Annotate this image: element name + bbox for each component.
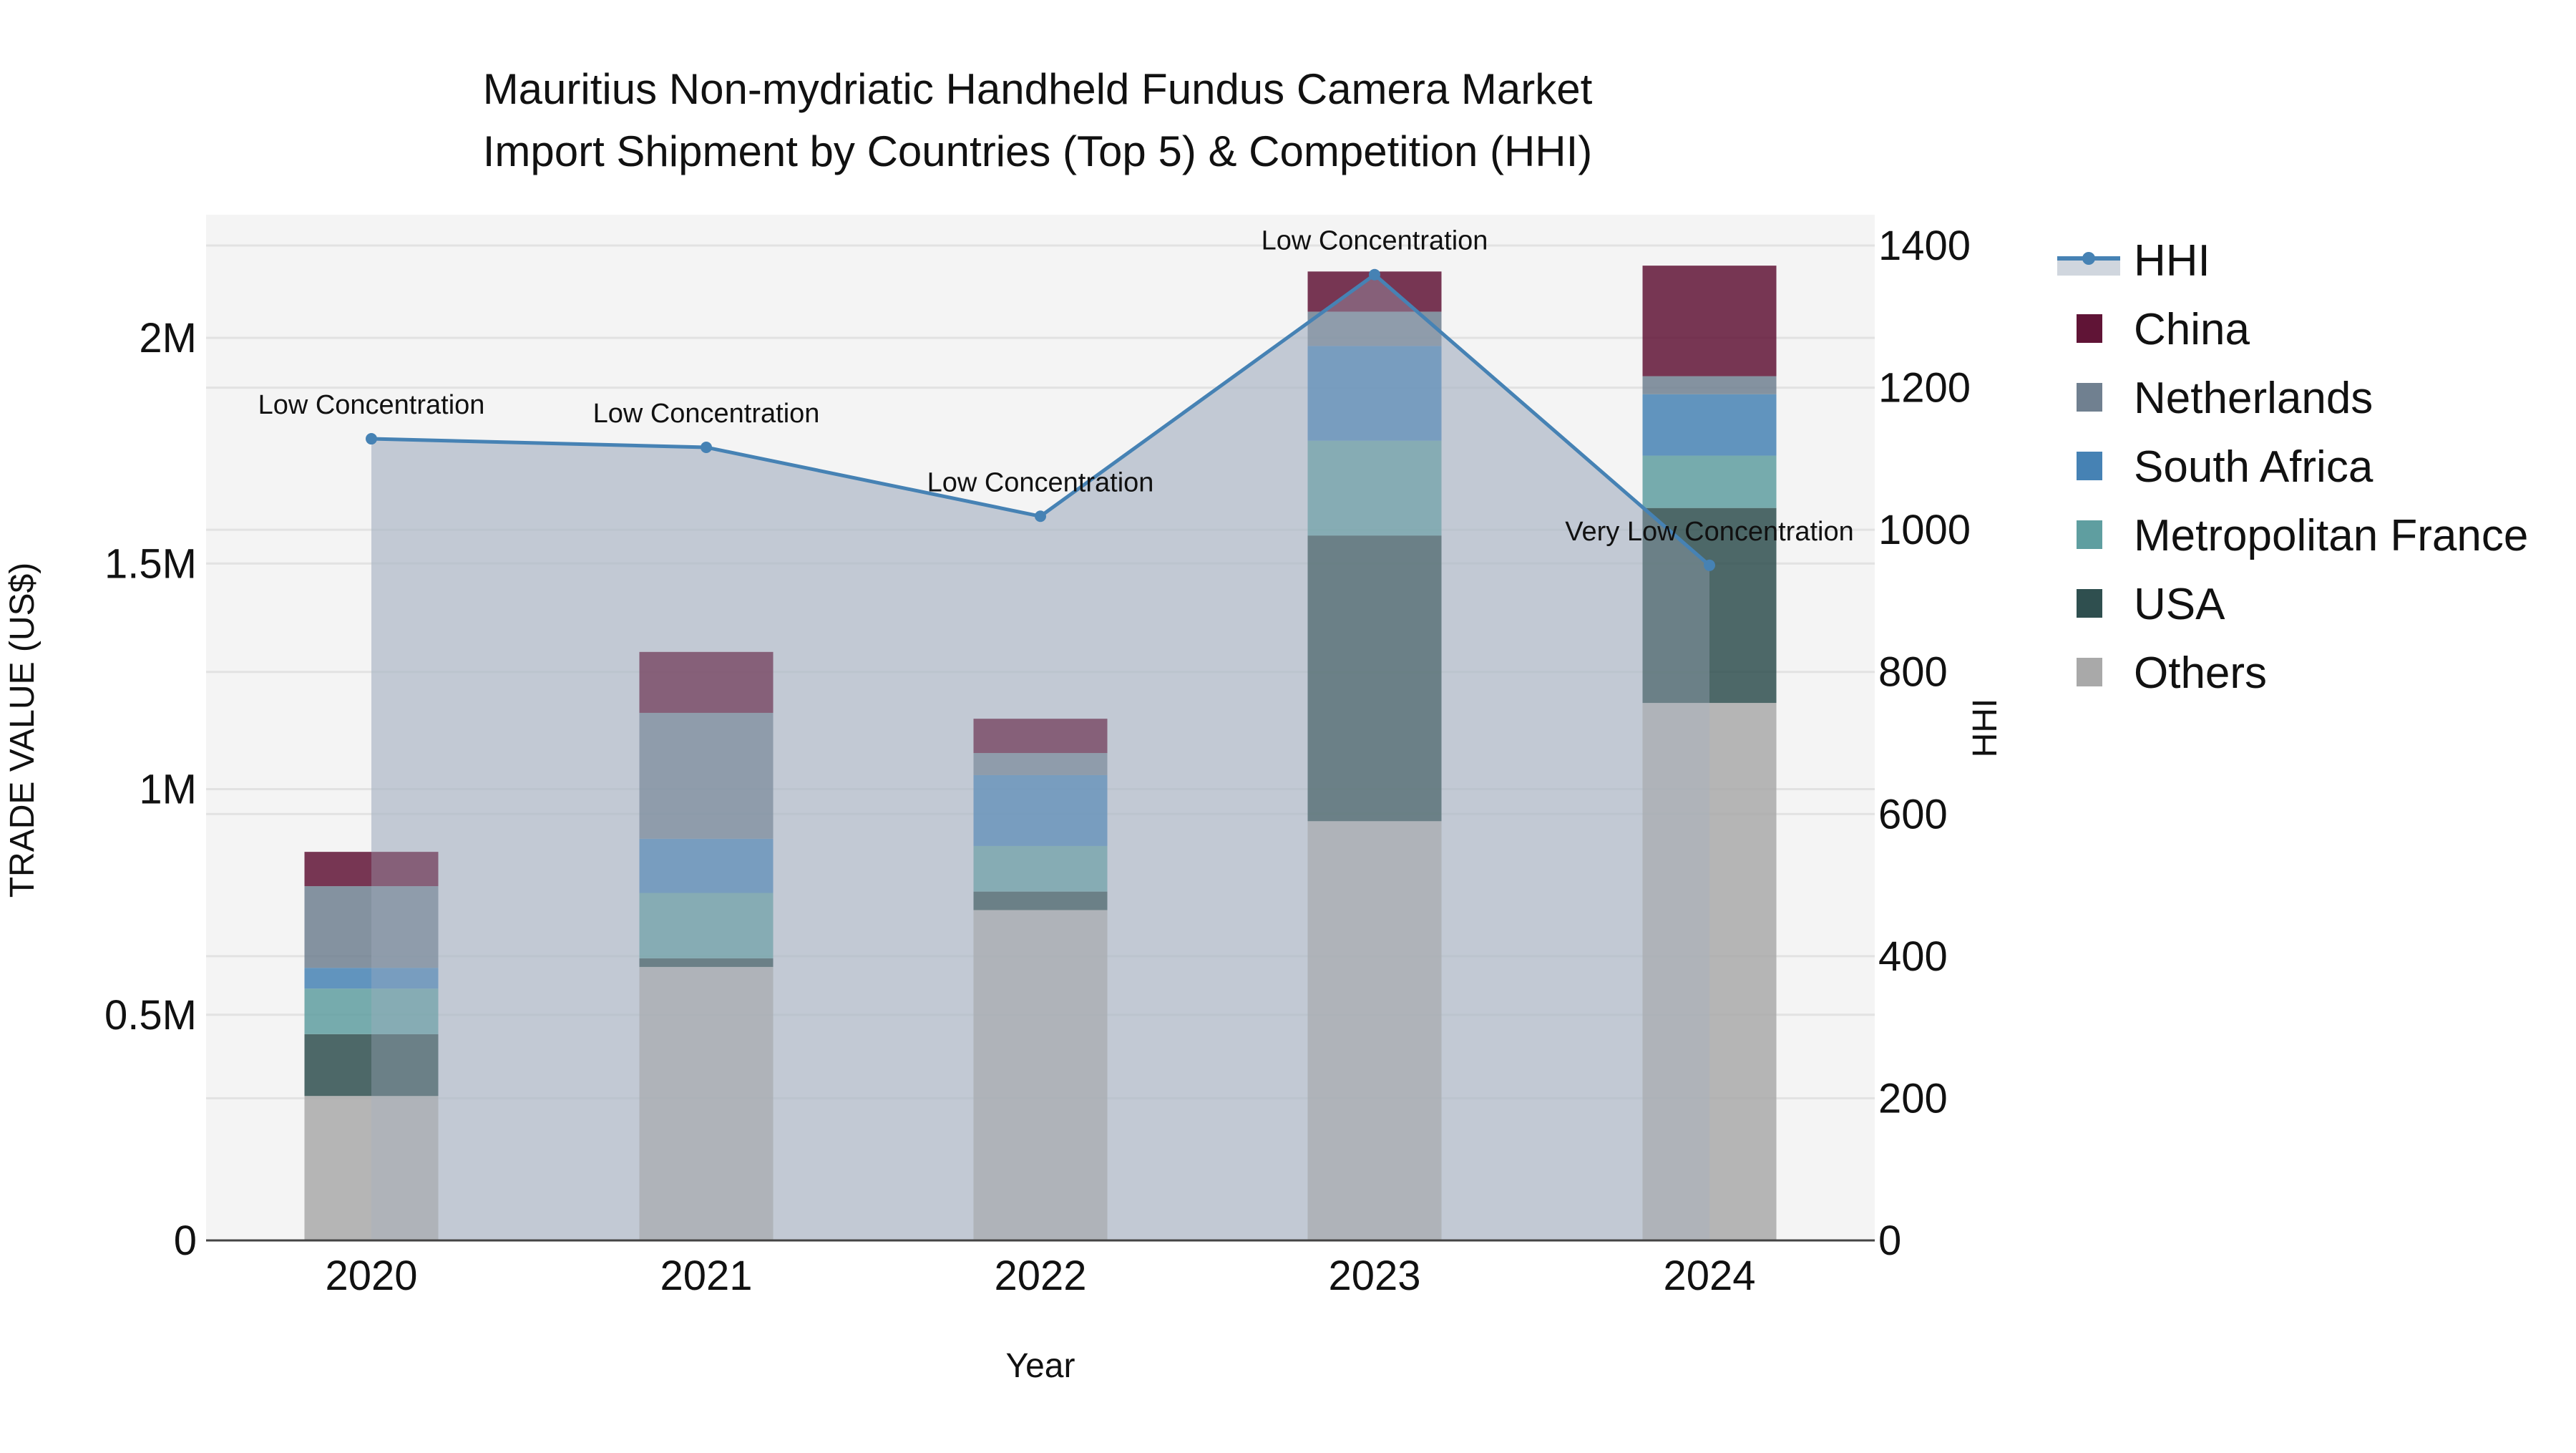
bar-segment-south-africa[interactable]: [1642, 394, 1777, 456]
bar-stack-2022: [973, 719, 1108, 1240]
bar-segment-others[interactable]: [1642, 703, 1777, 1240]
legend-item-others[interactable]: Others: [2077, 648, 2267, 698]
legend-label: HHI: [2134, 236, 2210, 286]
bar-segment-others[interactable]: [1307, 821, 1442, 1240]
legend-item-china[interactable]: China: [2077, 305, 2250, 354]
bar-segment-others[interactable]: [639, 966, 774, 1240]
y-tick-label: 2M: [139, 315, 197, 361]
x-tick-label: 2023: [1328, 1253, 1420, 1299]
bar-segment-usa[interactable]: [304, 1034, 439, 1097]
bar-segment-netherlands[interactable]: [973, 753, 1108, 775]
legend-label: Netherlands: [2134, 374, 2373, 423]
bar-segment-usa[interactable]: [639, 958, 774, 967]
legend-item-usa[interactable]: USA: [2077, 580, 2225, 629]
y2-axis-title: HHI: [1966, 699, 2004, 758]
legend-swatch-icon: [2077, 589, 2102, 618]
y2-tick-label: 1400: [1878, 223, 1971, 269]
bar-segment-metropolitan-france[interactable]: [304, 988, 439, 1034]
bar-stack-2024: [1642, 266, 1777, 1240]
bar-segment-china[interactable]: [304, 852, 439, 887]
y2-tick-label: 0: [1878, 1218, 1901, 1264]
hhi-point[interactable]: [1035, 510, 1046, 523]
stacked-bars: [304, 266, 1777, 1240]
bar-stack-2023: [1307, 271, 1442, 1240]
bar-segment-metropolitan-france[interactable]: [1642, 455, 1777, 508]
chart-title: Mauritius Non-mydriatic Handheld Fundus …: [483, 65, 1593, 113]
y2-tick-label: 600: [1878, 791, 1948, 837]
bar-segment-china[interactable]: [973, 719, 1108, 754]
legend-area-swatch: [2057, 260, 2120, 276]
hhi-annotation: Low Concentration: [1262, 226, 1488, 256]
legend-swatch-icon: [2077, 658, 2102, 686]
y2-tick-label: 1200: [1878, 365, 1971, 412]
y2-tick-label: 200: [1878, 1075, 1948, 1122]
legend-swatch-icon: [2077, 520, 2102, 549]
y-axis-title: TRADE VALUE (US$): [4, 563, 42, 898]
x-tick-label: 2021: [660, 1253, 752, 1299]
legend-label: China: [2134, 305, 2250, 354]
chart-subtitle: Import Shipment by Countries (Top 5) & C…: [483, 127, 1593, 175]
hhi-line: [366, 268, 1715, 571]
y-tick-label: 1M: [139, 767, 197, 813]
hhi-annotations: Low Concentration Low Concentration Low Co…: [258, 226, 1854, 547]
bar-segment-south-africa[interactable]: [639, 838, 774, 893]
bar-segment-metropolitan-france[interactable]: [973, 845, 1108, 892]
hhi-point[interactable]: [1704, 559, 1715, 571]
legend-label: USA: [2134, 580, 2225, 629]
bar-segment-china[interactable]: [1642, 266, 1777, 376]
bar-segment-netherlands[interactable]: [1307, 311, 1442, 346]
bar-segment-others[interactable]: [304, 1096, 439, 1240]
hhi-point[interactable]: [366, 433, 377, 445]
legend-label: South Africa: [2134, 442, 2373, 492]
bar-stack-2021: [639, 651, 774, 1240]
bar-segment-usa[interactable]: [1307, 535, 1442, 822]
bar-segment-netherlands[interactable]: [304, 886, 439, 968]
hhi-point[interactable]: [701, 441, 712, 453]
y2-tick-label: 400: [1878, 933, 1948, 980]
y2-axis-ticks: 0 200 400 600 800 1000 1200 1400: [1878, 223, 1971, 1264]
bar-stack-2020: [304, 852, 439, 1240]
hhi-annotation: Very Low Concentration: [1565, 517, 1853, 547]
legend-item-hhi[interactable]: HHI: [2057, 236, 2210, 286]
bar-segment-usa[interactable]: [973, 891, 1108, 910]
x-tick-label: 2022: [994, 1253, 1086, 1299]
y2-tick-label: 1000: [1878, 507, 1971, 553]
y2-tick-label: 800: [1878, 649, 1948, 696]
legend-label: Others: [2134, 648, 2267, 698]
hhi-area-overlay: [371, 274, 1709, 1240]
legend-item-netherlands[interactable]: Netherlands: [2077, 374, 2373, 423]
legend-marker-icon: [2082, 252, 2095, 265]
y-tick-label: 0: [174, 1218, 197, 1264]
x-tick-label: 2024: [1663, 1253, 1755, 1299]
bar-segment-metropolitan-france[interactable]: [1307, 440, 1442, 536]
legend-swatch-icon: [2077, 314, 2102, 343]
y-axis-ticks: 0 0.5M 1M 1.5M 2M: [104, 315, 197, 1264]
legend-item-south-africa[interactable]: South Africa: [2077, 442, 2373, 492]
bar-segment-south-africa[interactable]: [973, 774, 1108, 846]
legend-label: Metropolitan France: [2134, 511, 2528, 560]
x-axis-ticks: 2020 2021 2022 2023 2024: [325, 1253, 1755, 1299]
hhi-point[interactable]: [1369, 268, 1380, 281]
bar-segment-others[interactable]: [973, 910, 1108, 1240]
x-tick-label: 2020: [325, 1253, 417, 1299]
bar-segment-netherlands[interactable]: [639, 712, 774, 839]
y-tick-label: 1.5M: [104, 540, 197, 587]
bar-segment-usa[interactable]: [1642, 507, 1777, 704]
legend-swatch-icon: [2077, 452, 2102, 480]
legend-item-metropolitan-france[interactable]: Metropolitan France: [2077, 511, 2528, 560]
hhi-annotation: Low Concentration: [593, 399, 820, 429]
bar-segment-south-africa[interactable]: [1307, 346, 1442, 441]
bar-segment-metropolitan-france[interactable]: [639, 893, 774, 958]
legend-swatch-icon: [2077, 383, 2102, 412]
bar-segment-china[interactable]: [639, 651, 774, 713]
bar-segment-south-africa[interactable]: [304, 968, 439, 989]
hhi-annotation: Low Concentration: [927, 467, 1154, 497]
bar-segment-netherlands[interactable]: [1642, 376, 1777, 394]
hhi-annotation: Low Concentration: [258, 390, 485, 420]
legend: HHI China Netherlands South Africa Metropoli…: [2057, 236, 2528, 698]
x-axis-title: Year: [1006, 1347, 1075, 1385]
y-tick-label: 0.5M: [104, 992, 197, 1039]
